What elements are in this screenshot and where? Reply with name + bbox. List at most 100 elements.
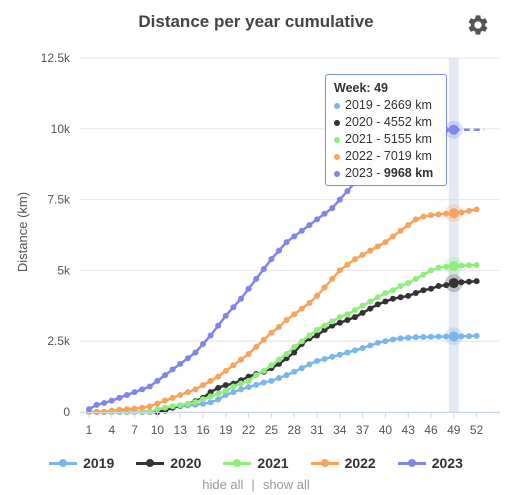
data-point-2021 [321, 322, 328, 329]
data-point-2020 [443, 282, 450, 289]
data-point-2023 [101, 399, 108, 406]
data-point-2020 [374, 301, 381, 308]
tooltip-row-label: 2023 - 9968 km [345, 166, 434, 180]
data-point-2023 [154, 377, 161, 384]
data-point-2021 [473, 262, 480, 269]
data-point-2022 [374, 243, 381, 250]
legend-item-2021[interactable]: 2021 [223, 455, 289, 471]
x-tick-label: 46 [424, 423, 438, 437]
data-point-2023 [116, 394, 123, 401]
data-point-2022 [321, 284, 328, 291]
data-point-2021 [207, 393, 214, 400]
data-point-2021 [298, 338, 305, 345]
data-point-2021 [291, 343, 298, 350]
data-point-2023 [162, 372, 168, 379]
data-point-2020 [420, 287, 427, 294]
data-point-2021 [397, 282, 404, 289]
data-point-2019 [420, 333, 427, 340]
data-point-2021 [306, 332, 313, 339]
legend-item-2020[interactable]: 2020 [136, 455, 201, 471]
data-point-2021 [344, 311, 351, 318]
data-point-2022 [238, 356, 244, 363]
legend-controls: hide all | show all [0, 477, 512, 492]
hover-point-2021 [448, 261, 459, 272]
data-point-2023 [230, 304, 237, 311]
highlight-band [448, 58, 459, 412]
data-point-2019 [283, 372, 290, 379]
data-point-2022 [443, 210, 450, 217]
data-point-2021 [162, 404, 168, 411]
data-point-2022 [131, 405, 138, 412]
data-point-2022 [268, 329, 275, 336]
data-point-2023 [124, 392, 130, 399]
series-lines [86, 120, 485, 415]
data-point-2023 [215, 322, 222, 329]
data-point-2019 [473, 332, 480, 339]
data-point-2020 [245, 373, 252, 380]
data-point-2023 [169, 366, 176, 373]
data-point-2021 [443, 263, 450, 270]
series-dot-icon [334, 119, 340, 126]
settings-button[interactable] [466, 13, 490, 37]
data-point-2022 [466, 207, 472, 214]
data-point-2022 [253, 343, 260, 350]
data-point-2019 [329, 353, 336, 360]
data-point-2019 [412, 334, 419, 341]
data-point-2022 [420, 213, 427, 220]
hide-all-link[interactable]: hide all [202, 477, 244, 492]
data-point-2019 [253, 381, 260, 388]
y-tick-label: 7.5k [47, 193, 71, 207]
data-point-2021 [238, 380, 244, 387]
data-point-2019 [306, 361, 313, 368]
data-point-2021 [374, 294, 381, 301]
show-all-link[interactable]: show all [262, 477, 310, 492]
data-point-2022 [298, 305, 305, 312]
x-tick-label: 52 [470, 423, 484, 437]
data-point-2022 [344, 261, 351, 268]
data-point-2021 [215, 390, 222, 397]
data-point-2021 [192, 399, 199, 406]
data-point-2020 [435, 282, 442, 289]
highlight-band-rect [448, 58, 459, 412]
data-point-2022 [139, 404, 146, 411]
data-point-2019 [458, 333, 465, 340]
tooltip-row-label: 2020 - 4552 km [345, 115, 432, 129]
data-point-2019 [207, 399, 214, 406]
data-point-2023 [131, 389, 138, 396]
data-point-2022 [207, 377, 214, 384]
data-point-2022 [184, 389, 191, 396]
data-point-2022 [124, 406, 130, 413]
data-point-2023 [329, 205, 336, 212]
data-point-2021 [253, 372, 260, 379]
series-line-2022 [89, 208, 477, 414]
series-dot-icon [334, 153, 340, 160]
data-point-2020 [215, 384, 222, 391]
data-point-2019 [276, 375, 282, 382]
legend-item-2023[interactable]: 2023 [397, 455, 463, 471]
data-point-2019 [367, 342, 374, 349]
data-point-2022 [473, 206, 480, 213]
data-point-2023 [298, 227, 305, 234]
legend-swatch-icon [136, 458, 165, 468]
data-point-2020 [458, 279, 465, 286]
data-point-2023 [108, 397, 115, 404]
data-point-2022 [192, 386, 199, 393]
data-point-2020 [222, 382, 229, 389]
data-point-2022 [169, 394, 176, 401]
data-point-2021 [177, 402, 184, 409]
tooltip-row-label: 2022 - 7019 km [345, 149, 432, 163]
data-point-2022 [245, 350, 252, 357]
data-point-2023 [207, 332, 214, 339]
data-point-2020 [412, 290, 419, 297]
x-tick-label: 28 [288, 423, 302, 437]
data-point-2019 [352, 347, 358, 354]
data-point-2019 [428, 333, 434, 340]
tooltip-row: 2019 - 2669 km [334, 97, 438, 114]
data-point-2019 [390, 336, 396, 343]
legend-item-2022[interactable]: 2022 [310, 455, 376, 471]
legend-label: 2022 [344, 455, 376, 471]
data-point-2022 [314, 292, 320, 299]
data-point-2022 [154, 400, 161, 407]
legend-item-2019[interactable]: 2019 [49, 455, 114, 471]
data-point-2022 [260, 336, 267, 343]
